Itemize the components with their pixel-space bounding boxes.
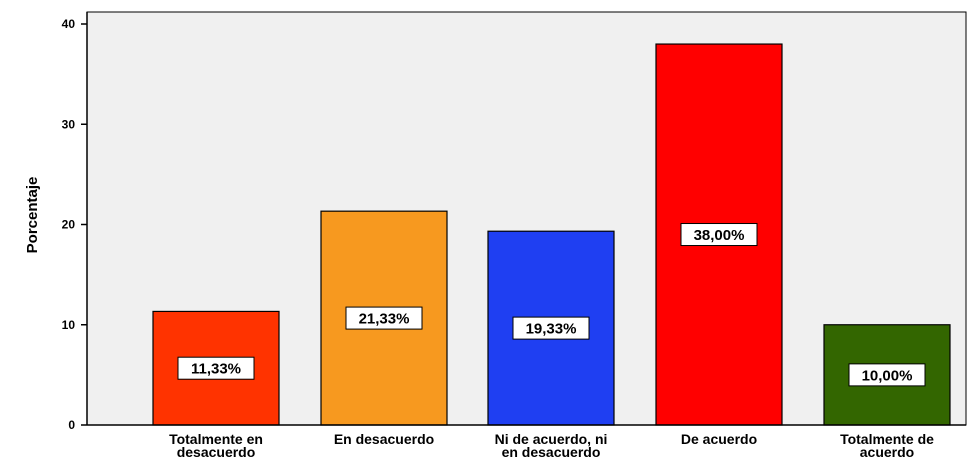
- data-label-box: [512, 316, 590, 340]
- x-category-label: acuerdo: [860, 444, 914, 460]
- data-label: 38,00%: [694, 227, 745, 244]
- data-label-box: [848, 363, 926, 387]
- data-label-box: [177, 356, 255, 380]
- y-axis: 0 10 20 30 40: [62, 17, 87, 432]
- bars: 11,33% 21,33% 19,33% 38,00% 10,00%: [152, 43, 951, 426]
- x-category-label: Totalmente en: [169, 431, 263, 447]
- data-label-box: [345, 306, 423, 330]
- data-label: 10,00%: [862, 367, 913, 384]
- x-category-label: desacuerdo: [177, 444, 256, 460]
- y-tick-label: 0: [68, 418, 75, 432]
- x-category-label: en desacuerdo: [502, 444, 601, 460]
- data-label: 21,33%: [359, 311, 410, 328]
- y-tick-label: 30: [62, 117, 76, 131]
- data-label: 19,33%: [526, 321, 577, 338]
- x-category-label: Ni de acuerdo, ni: [495, 431, 608, 447]
- x-category-label: De acuerdo: [681, 431, 757, 447]
- y-axis-title: Porcentaje: [24, 177, 41, 254]
- data-label-box: [680, 223, 758, 247]
- y-tick-label: 40: [62, 17, 76, 31]
- x-category-label: Totalmente de: [840, 431, 934, 447]
- data-label: 11,33%: [191, 361, 241, 378]
- y-tick-label: 20: [62, 218, 76, 232]
- x-category-label: En desacuerdo: [334, 431, 434, 447]
- y-tick-label: 10: [62, 318, 76, 332]
